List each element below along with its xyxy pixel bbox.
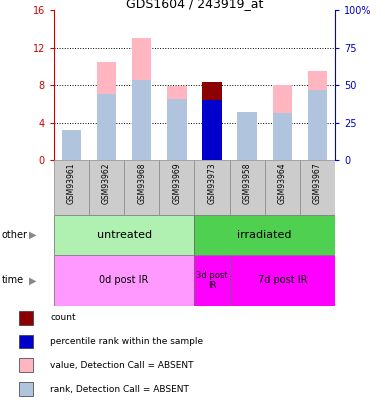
Bar xyxy=(97,62,116,160)
Text: 3d post
IR: 3d post IR xyxy=(196,271,228,290)
Text: GSM93969: GSM93969 xyxy=(172,163,181,205)
Bar xyxy=(229,255,335,306)
Bar xyxy=(19,358,33,372)
Text: count: count xyxy=(50,313,76,322)
Bar xyxy=(229,160,265,215)
Bar xyxy=(273,85,292,160)
Bar xyxy=(19,382,33,396)
Bar xyxy=(54,160,89,215)
Bar xyxy=(167,99,186,160)
Bar xyxy=(203,82,222,160)
Bar xyxy=(19,335,33,348)
Text: percentile rank within the sample: percentile rank within the sample xyxy=(50,337,203,346)
Bar xyxy=(62,130,81,160)
Bar xyxy=(194,255,229,306)
Text: rank, Detection Call = ABSENT: rank, Detection Call = ABSENT xyxy=(50,385,189,394)
Text: value, Detection Call = ABSENT: value, Detection Call = ABSENT xyxy=(50,361,194,370)
Text: GSM93958: GSM93958 xyxy=(243,163,252,204)
Text: 7d post IR: 7d post IR xyxy=(258,275,307,286)
Bar xyxy=(167,86,186,160)
Bar xyxy=(308,71,327,160)
Text: GSM93968: GSM93968 xyxy=(137,163,146,204)
Bar xyxy=(62,139,81,160)
Bar xyxy=(203,100,222,160)
Bar xyxy=(308,90,327,160)
Title: GDS1604 / 243919_at: GDS1604 / 243919_at xyxy=(126,0,263,10)
Bar xyxy=(54,215,194,255)
Bar xyxy=(273,113,292,160)
Text: GSM93964: GSM93964 xyxy=(278,163,287,205)
Bar xyxy=(194,160,229,215)
Text: GSM93967: GSM93967 xyxy=(313,163,322,205)
Bar xyxy=(89,160,124,215)
Bar xyxy=(97,94,116,160)
Bar xyxy=(132,38,151,160)
Text: GSM93961: GSM93961 xyxy=(67,163,76,204)
Text: GSM93962: GSM93962 xyxy=(102,163,111,204)
Text: other: other xyxy=(2,230,28,240)
Bar xyxy=(194,215,335,255)
Bar xyxy=(19,311,33,325)
Text: irradiated: irradiated xyxy=(238,230,292,240)
Text: GSM93973: GSM93973 xyxy=(208,163,216,205)
Text: 0d post IR: 0d post IR xyxy=(99,275,149,286)
Bar xyxy=(264,160,300,215)
Text: ▶: ▶ xyxy=(29,230,36,240)
Text: untreated: untreated xyxy=(97,230,152,240)
Bar xyxy=(300,160,335,215)
Bar xyxy=(124,160,159,215)
Bar xyxy=(238,112,257,160)
Bar xyxy=(54,255,194,306)
Text: ▶: ▶ xyxy=(29,275,36,286)
Bar xyxy=(132,80,151,160)
Text: time: time xyxy=(2,275,24,286)
Bar xyxy=(159,160,194,215)
Bar xyxy=(238,113,257,160)
